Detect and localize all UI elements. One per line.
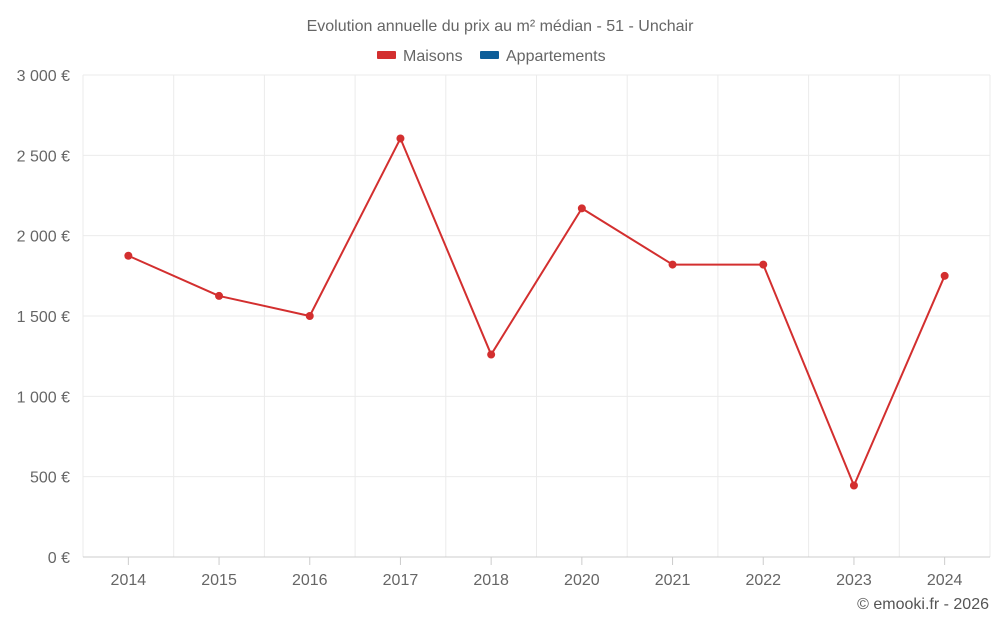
legend-swatch-appartements	[480, 51, 499, 59]
data-point-maisons-2014[interactable]	[124, 251, 133, 260]
x-tick-label: 2021	[655, 572, 691, 589]
data-point-maisons-2017[interactable]	[396, 134, 405, 143]
y-tick-label: 2 000 €	[17, 229, 70, 246]
data-point-maisons-2020[interactable]	[577, 204, 586, 213]
x-tick-label: 2018	[473, 572, 509, 589]
legend-label-maisons: Maisons	[403, 48, 463, 65]
data-point-maisons-2015[interactable]	[215, 291, 224, 300]
legend-label-appartements: Appartements	[506, 48, 606, 65]
y-tick-label: 1 500 €	[17, 309, 70, 326]
axes: 0 € 500 € 1 000 € 1 500 € 2 000 € 2 500 € 3 00…	[17, 68, 990, 589]
data-point-maisons-2021[interactable]	[668, 260, 677, 269]
series-line-maisons	[127, 137, 946, 487]
series-layer	[124, 134, 949, 490]
x-tick-label: 2016	[292, 572, 328, 589]
data-point-maisons-2023[interactable]	[849, 481, 858, 490]
y-tick-label: 1 000 €	[17, 389, 70, 406]
x-tick-label: 2017	[383, 572, 419, 589]
legend-item-maisons[interactable]: Maisons	[377, 48, 463, 65]
data-point-maisons-2022[interactable]	[759, 260, 768, 269]
credit-text: © emooki.fr - 2026	[857, 596, 989, 613]
x-tick-label: 2015	[201, 572, 237, 589]
chart-title: Evolution annuelle du prix au m² médian …	[307, 18, 695, 35]
grid	[82, 74, 991, 557]
y-tick-label: 3 000 €	[17, 68, 70, 85]
legend: Maisons Appartements	[377, 48, 606, 65]
x-tick-label: 2024	[927, 572, 963, 589]
x-tick-label: 2020	[564, 572, 600, 589]
y-tick-label: 500 €	[30, 470, 70, 487]
data-point-maisons-2016[interactable]	[305, 312, 314, 320]
x-tick-label: 2023	[836, 572, 872, 589]
legend-item-appartements[interactable]: Appartements	[480, 48, 606, 65]
x-tick-label: 2022	[745, 572, 781, 589]
legend-swatch-maisons	[377, 51, 396, 59]
data-point-maisons-2024[interactable]	[940, 271, 949, 280]
y-tick-label: 0 €	[48, 550, 70, 567]
y-tick-label: 2 500 €	[17, 148, 70, 165]
x-tick-label: 2014	[111, 572, 147, 589]
data-point-maisons-2018[interactable]	[487, 350, 496, 359]
